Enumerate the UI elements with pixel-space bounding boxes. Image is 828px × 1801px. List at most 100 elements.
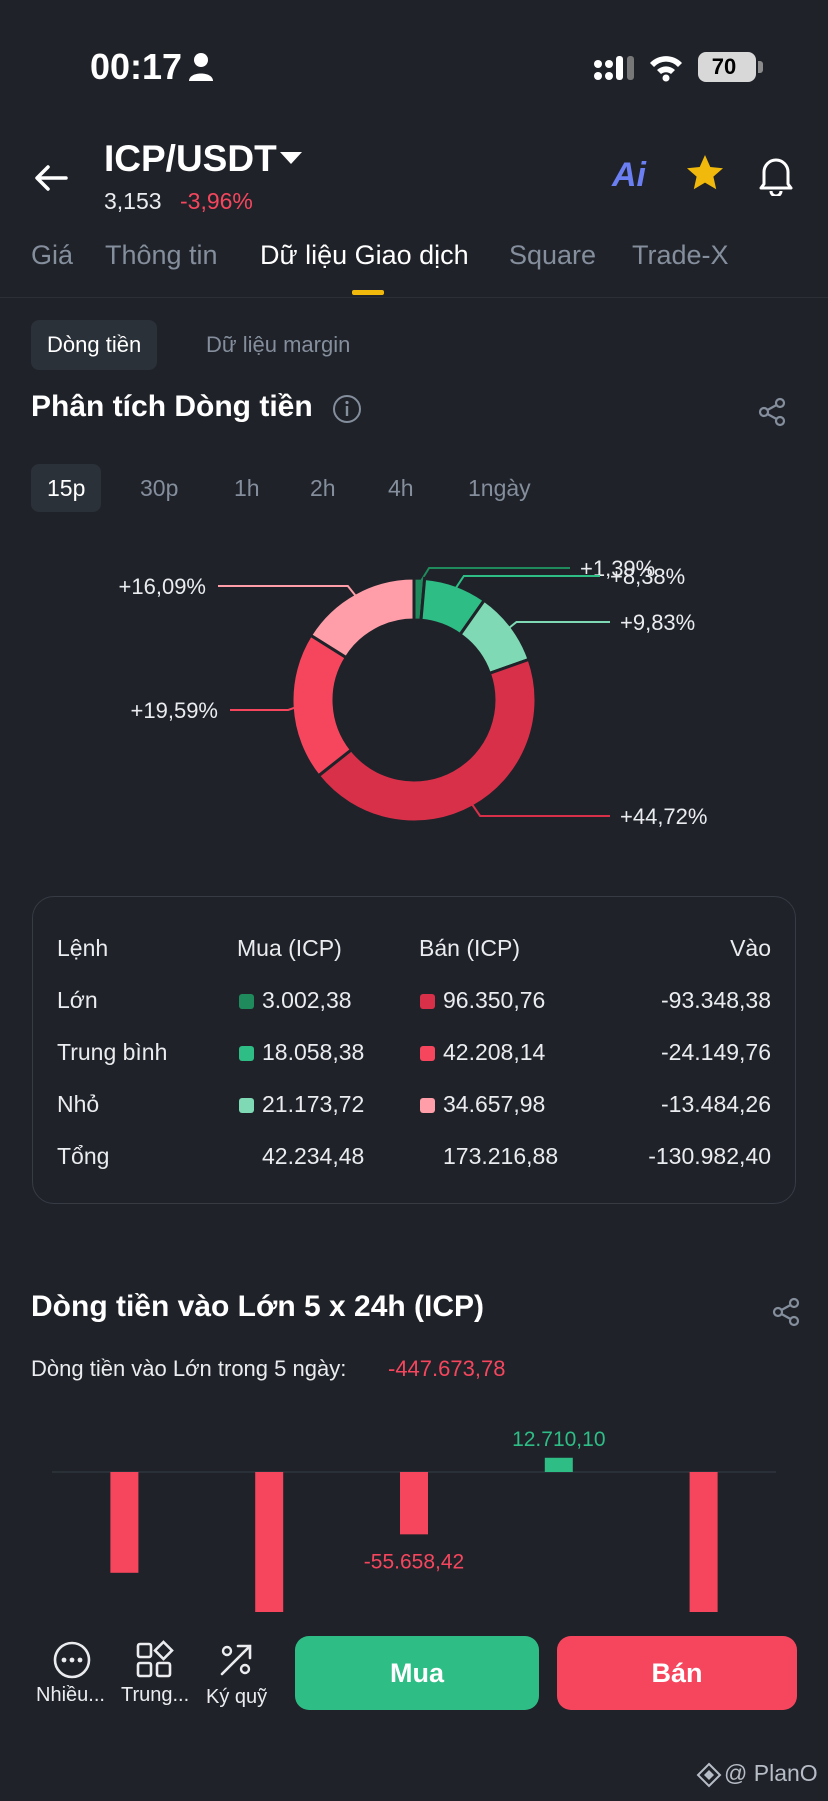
watermark: @ PlanO (694, 1760, 818, 1787)
five-day-summary-value: -447.673,78 (388, 1356, 506, 1381)
legend-buy-large (239, 994, 254, 1009)
bar-value-label: 12.710,10 (512, 1428, 605, 1451)
cell-sell: 42.208,14 (443, 1039, 546, 1065)
cell-net: -24.149,76 (661, 1039, 771, 1065)
col-header-lenh: Lệnh (57, 935, 109, 961)
col-header-mua: Mua (ICP) (237, 935, 342, 961)
buy-button[interactable]: Mua (295, 1636, 539, 1710)
five-day-summary-label: Dòng tiền vào Lớn trong 5 ngày: (31, 1356, 347, 1381)
period-4h[interactable]: 4h (388, 475, 414, 501)
trading-label[interactable]: Trung... (121, 1684, 190, 1706)
period-1ngay[interactable]: 1ngày (468, 475, 531, 501)
subtab-dong-tien[interactable]: Dòng tiền (31, 320, 158, 370)
chevron-down-icon[interactable] (280, 152, 302, 164)
sell-button[interactable]: Bán (557, 1636, 797, 1710)
capital-flow-donut-chart: +1,39% +8,38% +9,83% +44,72% +19,59% +16,09% (0, 540, 828, 840)
subtab-du-lieu-margin[interactable]: Dữ liệu margin (206, 332, 351, 357)
cellular-signal-icon (594, 56, 634, 80)
section-title-phan-tich: Phân tích Dòng tiền (31, 390, 313, 423)
bar (689, 1472, 718, 1612)
info-icon[interactable] (332, 394, 362, 424)
margin-icon[interactable] (214, 1638, 258, 1682)
legend-buy-small (239, 1098, 254, 1113)
col-header-vao: Vào (730, 935, 771, 961)
tab-du-lieu-giao-dich[interactable]: Dữ liệu Giao dịch (260, 240, 469, 270)
battery-level: 70 (711, 54, 737, 79)
last-price: 3,153 (104, 188, 162, 214)
cell-buy: 18.058,38 (262, 1039, 365, 1065)
bar (400, 1472, 428, 1535)
cell-buy: 3.002,38 (262, 987, 352, 1013)
active-tab-indicator (352, 290, 384, 295)
back-arrow-icon[interactable] (30, 156, 74, 200)
main-tabs: Giá Thông tin Dữ liệu Giao dịch Square T… (0, 236, 828, 298)
row-label: Nhỏ (57, 1091, 100, 1117)
donut-slice (316, 657, 538, 824)
header: ICP/USDT 3,153 -3,96% Ai (0, 130, 828, 230)
legend-sell-large (420, 994, 435, 1009)
ai-icon[interactable]: Ai (612, 156, 646, 194)
bar (255, 1472, 284, 1612)
donut-percent-label: +44,72% (620, 804, 707, 829)
donut-percent-label: +19,59% (131, 698, 218, 723)
bottom-action-bar: Nhiều... Trung... Ký quỹ Mua Bán (0, 1620, 828, 1720)
cell-buy-total: 42.234,48 (262, 1143, 365, 1169)
cell-net-total: -130.982,40 (648, 1143, 771, 1169)
tab-square[interactable]: Square (509, 240, 597, 270)
bars-svg: -55.658,42 12.710,10 (52, 1428, 776, 1612)
bar (544, 1457, 573, 1472)
margin-label[interactable]: Ký quỹ (206, 1686, 268, 1708)
watermark-text: @ PlanO (724, 1760, 818, 1786)
cell-sell: 34.657,98 (443, 1091, 546, 1117)
tab-trade-x[interactable]: Trade-X (632, 240, 729, 270)
more-label[interactable]: Nhiều... (36, 1684, 105, 1706)
bell-icon[interactable] (756, 152, 796, 196)
row-label: Trung bình (57, 1039, 168, 1065)
battery-tip (758, 61, 763, 73)
donut-leader-line (453, 575, 600, 592)
watermark-logo-icon (696, 1762, 722, 1788)
donut-leader-line (418, 567, 570, 585)
cell-buy: 21.173,72 (262, 1091, 365, 1117)
status-bar: 00:17 70 (0, 0, 828, 130)
legend-sell-medium (420, 1046, 435, 1061)
donut-slice (308, 576, 416, 660)
donut-leader-line (469, 800, 610, 817)
more-icon[interactable] (50, 1638, 94, 1682)
star-icon[interactable] (684, 152, 726, 194)
donut-leader-line (505, 621, 610, 631)
cell-net: -93.348,38 (661, 987, 771, 1013)
legend-buy-medium (239, 1046, 254, 1061)
donut-leader-line (218, 585, 359, 600)
col-header-ban: Bán (ICP) (419, 935, 520, 961)
trading-grid-icon[interactable] (132, 1638, 176, 1682)
clock: 00:17 (90, 46, 183, 87)
price-change: -3,96% (180, 188, 253, 214)
share-icon[interactable] (756, 396, 788, 428)
share-icon[interactable] (770, 1296, 802, 1328)
pair-title[interactable]: ICP/USDT (104, 138, 277, 179)
large-inflow-bar-chart: -55.658,42 12.710,10 (0, 1400, 828, 1630)
donut-svg: +1,39%+8,38%+9,83%+44,72%+19,59%+16,09% (119, 556, 708, 829)
bar-value-label: -55.658,42 (364, 1550, 464, 1573)
sub-tabs: Dòng tiền Dữ liệu margin (0, 320, 828, 372)
cell-net: -13.484,26 (661, 1091, 771, 1117)
tab-thong-tin[interactable]: Thông tin (105, 240, 218, 270)
wifi-icon (650, 56, 682, 82)
donut-leader-line (230, 705, 299, 711)
period-selector: 15p 30p 1h 2h 4h 1ngày (0, 464, 828, 514)
donut-percent-label: +9,83% (620, 610, 695, 635)
donut-percent-label: +8,38% (610, 564, 685, 589)
legend-sell-small (420, 1098, 435, 1113)
period-1h[interactable]: 1h (234, 475, 260, 501)
period-15p[interactable]: 15p (31, 464, 102, 512)
donut-percent-label: +16,09% (119, 574, 206, 599)
section-title-dong-tien-lon: Dòng tiền vào Lớn 5 x 24h (ICP) (31, 1290, 485, 1323)
tab-gia[interactable]: Giá (31, 240, 74, 270)
cell-sell-total: 173.216,88 (443, 1143, 559, 1169)
period-30p[interactable]: 30p (140, 475, 179, 501)
person-icon (189, 53, 213, 81)
period-2h[interactable]: 2h (310, 475, 336, 501)
cell-sell: 96.350,76 (443, 987, 546, 1013)
row-label: Lớn (57, 987, 98, 1013)
